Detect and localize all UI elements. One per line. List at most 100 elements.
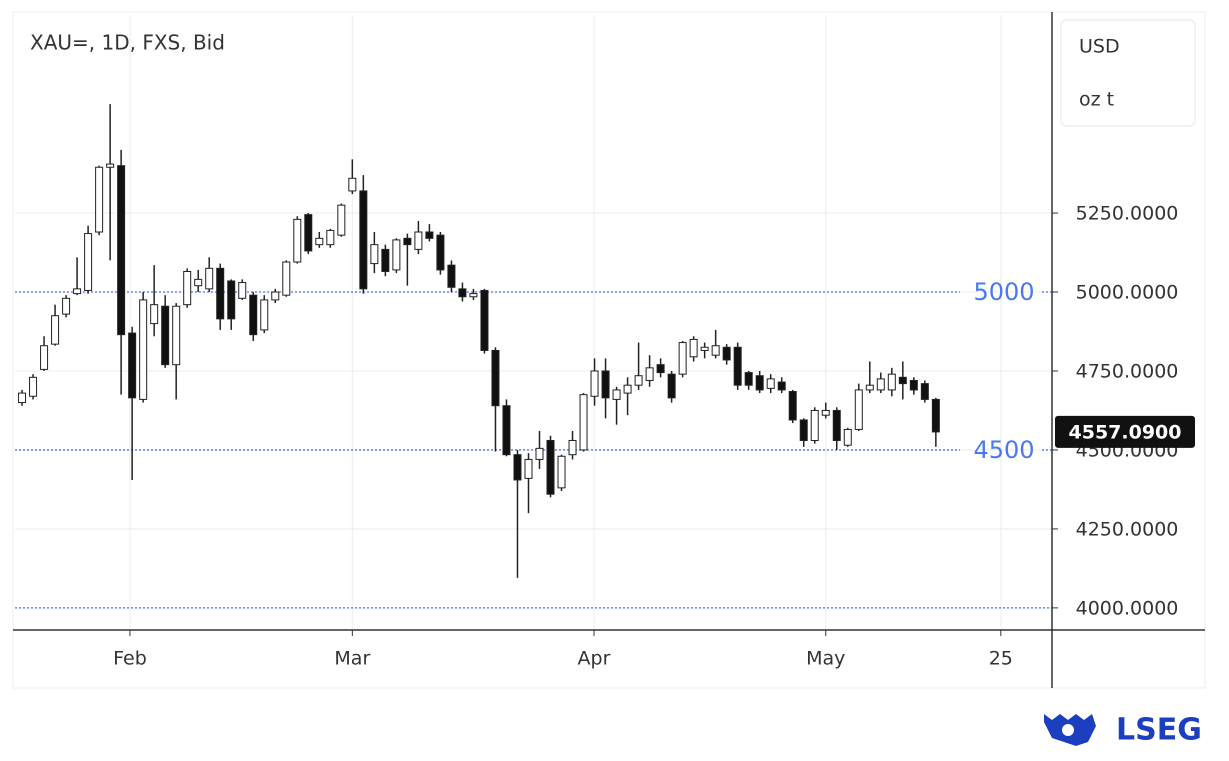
y-tick-label: 5000.0000 [1076, 282, 1179, 304]
chart-title: XAU=, 1D, FXS, Bid [30, 31, 225, 55]
brand-logo: LSEG [1044, 713, 1202, 748]
candle-body [337, 204, 346, 236]
candle-body [73, 288, 82, 295]
candle-body [535, 447, 544, 460]
candle-body [117, 165, 126, 336]
candle-body [711, 345, 720, 356]
candle-body [183, 270, 192, 306]
candle-body [194, 278, 203, 287]
candle-body [788, 391, 797, 421]
candle-body [854, 389, 863, 430]
candle-body [106, 163, 115, 168]
candle-body [502, 405, 511, 456]
candle-body [810, 409, 819, 441]
last-price-label: 4557.0900 [1069, 421, 1182, 443]
y-tick-label: 4000.0000 [1076, 597, 1179, 619]
candle-body [216, 267, 225, 320]
candle-body [634, 375, 643, 386]
units-box [1060, 19, 1196, 127]
candle-body [678, 342, 687, 375]
candle-body [557, 455, 566, 489]
level-label: 5000 [973, 278, 1034, 306]
candle-body [29, 376, 38, 397]
candle-body [898, 376, 907, 385]
candle-body [931, 398, 940, 433]
candle-body [612, 389, 621, 400]
candle-body [832, 409, 841, 441]
candle-body [348, 177, 357, 192]
candle-body [18, 392, 27, 404]
brand-name: LSEG [1116, 713, 1202, 748]
candle-body [161, 305, 170, 366]
candle-body [205, 267, 214, 290]
candle-body [821, 409, 830, 416]
x-tick-label: 25 [989, 648, 1013, 670]
candle-body [909, 379, 918, 391]
x-tick-label: May [806, 648, 845, 670]
y-tick-label: 5250.0000 [1076, 203, 1179, 225]
candle-body [777, 381, 786, 391]
candle-body [700, 346, 709, 351]
candle-body [601, 370, 610, 399]
candle-body [843, 428, 852, 446]
candle-body [359, 190, 368, 290]
candle-body [722, 346, 731, 361]
candle-body [271, 291, 280, 301]
candle-body [95, 166, 104, 233]
candle-body [238, 282, 247, 299]
candle-body [139, 299, 148, 400]
candle-body [370, 244, 379, 265]
candle-body [260, 299, 269, 331]
candle-body [568, 439, 577, 456]
candle-body [799, 419, 808, 441]
candle-body [744, 372, 753, 386]
candle-body [458, 288, 467, 298]
candle-body [62, 297, 71, 315]
candle-body [128, 332, 137, 399]
candle-body [425, 231, 434, 239]
candle-body [865, 384, 874, 391]
candle-body [733, 346, 742, 386]
x-tick-label: Mar [334, 648, 370, 670]
candle-body [414, 231, 423, 250]
candle-body [172, 305, 181, 366]
candle-body [480, 289, 489, 351]
unit-label: oz t [1079, 89, 1114, 111]
candle-body [227, 280, 236, 320]
candle-body [920, 383, 929, 400]
candle-body [326, 229, 335, 246]
chart-frame [12, 11, 1206, 689]
candle-body [150, 304, 159, 325]
last-price-box [1055, 415, 1195, 448]
candle-body [766, 378, 775, 389]
candle-body [381, 248, 390, 272]
candle-body [40, 345, 49, 370]
candle-body [282, 261, 291, 296]
candle-body [304, 214, 313, 252]
level-label: 4500 [973, 436, 1034, 464]
candle-body [513, 454, 522, 481]
x-tick-label: Feb [113, 648, 147, 670]
candle-body [84, 233, 93, 291]
candle-body [623, 384, 632, 394]
candle-body [315, 237, 324, 246]
candle-body [403, 237, 412, 246]
x-tick-label: Apr [578, 648, 611, 670]
brand-crest-detail [1062, 724, 1074, 736]
candle-body [392, 239, 401, 271]
candle-body [447, 264, 456, 288]
candle-body [469, 293, 478, 298]
y-tick-label: 4750.0000 [1076, 360, 1179, 382]
candle-body [524, 458, 533, 479]
candle-body [656, 364, 665, 374]
candle-body [876, 378, 885, 391]
candle-body [689, 338, 698, 358]
candle-body [645, 367, 654, 381]
candle-body [51, 315, 60, 345]
candle-body [887, 373, 896, 391]
y-tick-label: 4250.0000 [1076, 518, 1179, 540]
candle-body [667, 373, 676, 399]
candle-body [546, 439, 555, 495]
candle-body [249, 294, 258, 336]
